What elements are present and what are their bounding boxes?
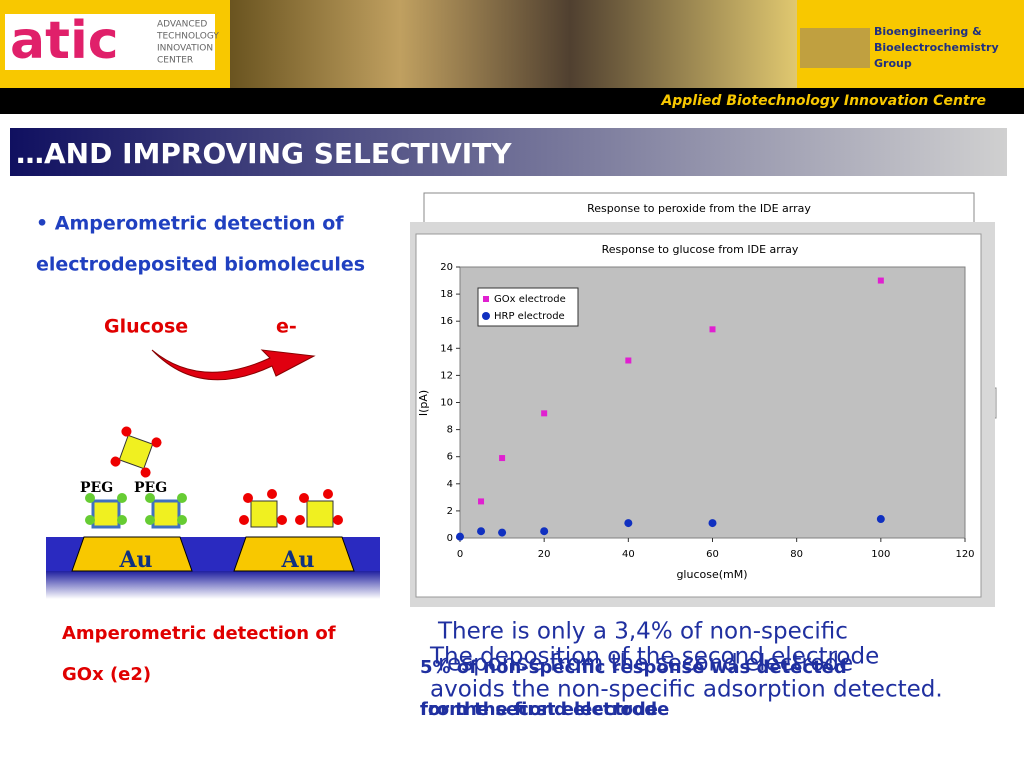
- point: [541, 410, 548, 417]
- group-line: Group: [874, 57, 912, 70]
- legend-label: HRP electrode: [494, 311, 565, 322]
- y-tick-label: 14: [440, 343, 453, 354]
- note: for the second electrode: [420, 699, 669, 720]
- x-tick-label: 60: [706, 549, 719, 560]
- point: [624, 519, 633, 528]
- x-tick-label: 20: [538, 549, 551, 560]
- logo-box: [5, 14, 215, 70]
- y-tick-label: 4: [447, 479, 453, 490]
- title-bar: [10, 128, 1007, 176]
- peg-label: PEG: [134, 480, 167, 496]
- logo-line: INNOVATION: [157, 44, 213, 54]
- group-line: Bioelectrochemistry: [874, 41, 999, 54]
- banner: [0, 88, 1024, 114]
- electrode: [71, 536, 193, 572]
- x-tick-label: 100: [871, 549, 890, 560]
- logo-line: ADVANCED: [157, 20, 207, 30]
- point: [456, 532, 464, 541]
- y-tick-label: 8: [447, 425, 453, 436]
- molecules: [85, 426, 343, 529]
- point: [876, 515, 885, 524]
- logo: atic: [10, 11, 119, 71]
- point: [540, 527, 549, 536]
- y-tick-label: 10: [440, 398, 453, 409]
- point: [708, 519, 717, 528]
- x-tick-label: 40: [622, 549, 635, 560]
- point: [709, 326, 716, 333]
- note: The deposition of the second electrode: [429, 644, 879, 670]
- point: [478, 498, 485, 505]
- slide-title: …AND IMPROVING SELECTIVITY: [16, 137, 512, 170]
- bullet: • Amperometric detection of: [36, 213, 344, 235]
- x-tick-label: 80: [790, 549, 803, 560]
- point: [477, 527, 486, 536]
- glucose-label: Glucose: [104, 316, 188, 338]
- legend: [477, 287, 579, 327]
- point: [877, 277, 884, 284]
- x-tick-label: 0: [457, 549, 463, 560]
- banner-text: Applied Biotechnology Innovation Centre: [660, 93, 986, 109]
- x-tick-label: 120: [955, 549, 974, 560]
- logo-line: CENTER: [157, 56, 193, 66]
- y-axis-label: I(pA): [417, 390, 430, 416]
- caption: GOx (e2): [62, 664, 151, 685]
- group-icon: [800, 28, 870, 68]
- y-tick-label: 18: [440, 289, 453, 300]
- back-chart-title: Response to peroxide from the IDE array: [587, 202, 811, 215]
- x-axis-label: glucose(mM): [676, 568, 747, 581]
- y-tick-label: 2: [447, 506, 453, 517]
- electron-label: e-: [276, 316, 297, 338]
- photo-strip: [230, 0, 797, 88]
- point: [498, 528, 507, 537]
- y-tick-label: 12: [440, 370, 453, 381]
- electrode-label: Au: [280, 547, 314, 573]
- y-tick-label: 0: [447, 533, 453, 544]
- y-tick-label: 6: [447, 452, 453, 463]
- peg-label: PEG: [80, 480, 113, 496]
- reaction-arrow: [151, 349, 316, 381]
- legend-label: GOx electrode: [494, 294, 566, 305]
- point: [625, 357, 632, 364]
- electrode: [233, 536, 355, 572]
- note: avoids the non-specific adsorption detec…: [430, 677, 943, 703]
- note: There is only a 3,4% of non-specific: [437, 619, 848, 645]
- y-tick-label: 20: [440, 262, 453, 273]
- logo-line: TECHNOLOGY: [156, 32, 219, 42]
- y-tick-label: 16: [440, 316, 453, 327]
- chart-title: Response to glucose from IDE array: [602, 243, 799, 256]
- note: from the first electrode: [420, 699, 658, 720]
- substrate-fade: [46, 571, 380, 599]
- electrode-label: Au: [118, 547, 152, 573]
- legend-swatch: [482, 312, 490, 320]
- notes: There is only a 3,4% of non-specific res…: [420, 619, 943, 721]
- group-line: Bioengineering &: [874, 25, 982, 38]
- point: [499, 455, 506, 462]
- note: response from the second electrode: [438, 651, 853, 677]
- legend-swatch: [483, 296, 489, 302]
- bullet: electrodeposited biomolecules: [36, 254, 365, 276]
- note: 5% of non-specific response was detected: [420, 657, 847, 678]
- caption: Amperometric detection of: [62, 623, 336, 644]
